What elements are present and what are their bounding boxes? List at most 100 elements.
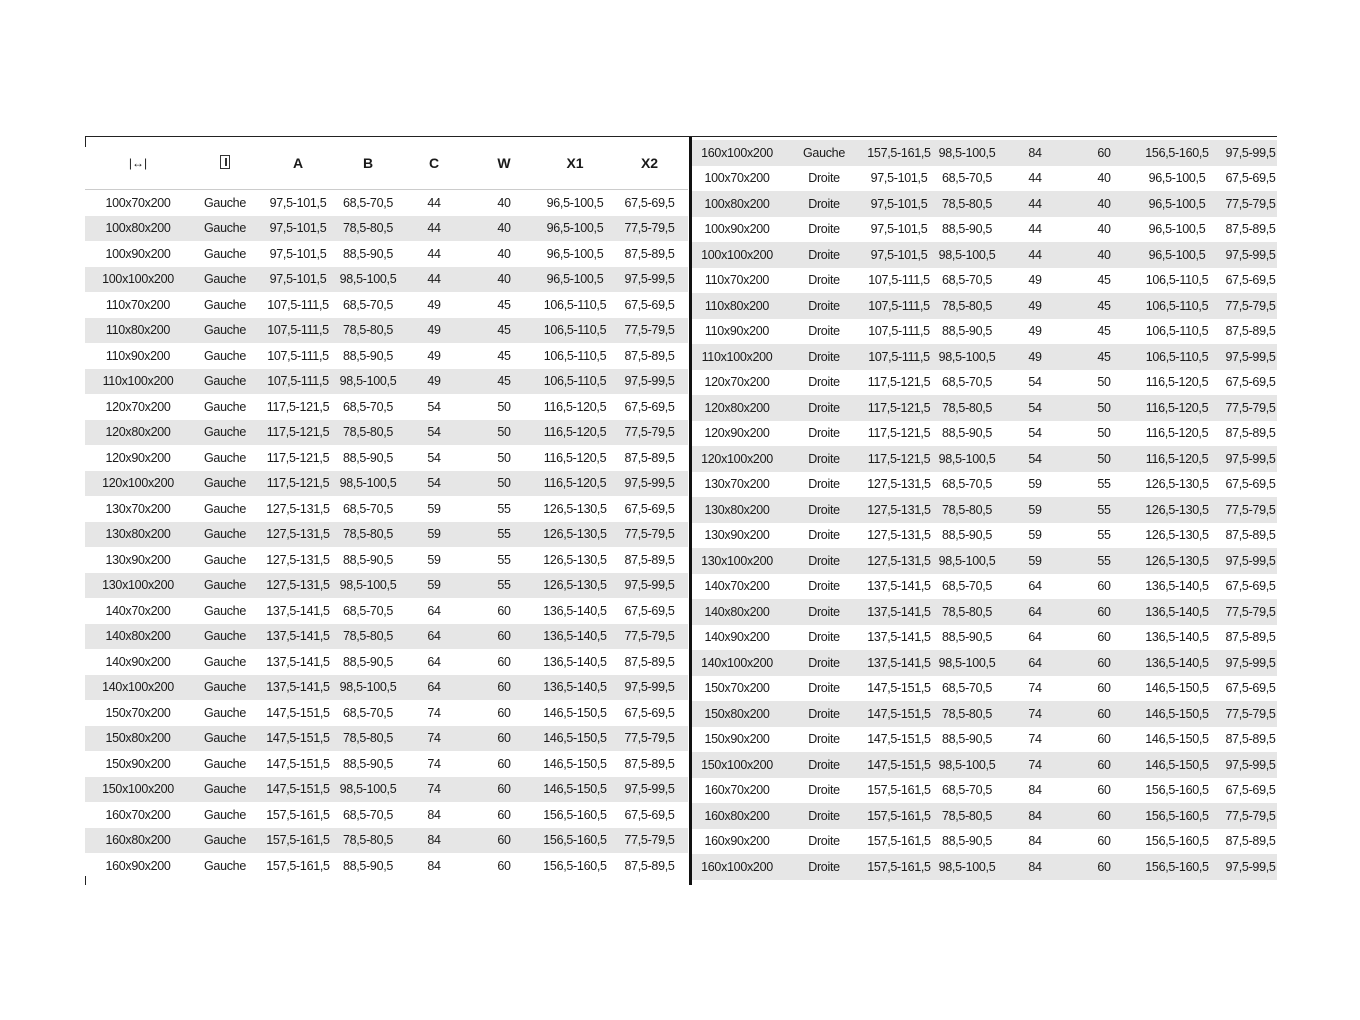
- table-cell: 140x90x200: [704, 630, 770, 645]
- table-cell: 60: [497, 680, 511, 695]
- table-cell: Gauche: [204, 272, 246, 287]
- table-cell: 110x70x200: [105, 297, 171, 312]
- table-cell: 130x80x200: [704, 502, 770, 517]
- table-cell: 96,5-100,5: [546, 195, 604, 210]
- table-cell: 98,5-100,5: [339, 782, 397, 797]
- table-cell: 117,5-121,5: [266, 476, 330, 491]
- table-cell: 127,5-131,5: [867, 528, 931, 543]
- table-cell: 60: [1097, 655, 1111, 670]
- table-cell: 100x80x200: [105, 221, 171, 236]
- table-cell: 160x70x200: [704, 783, 770, 798]
- table-cell: 55: [497, 527, 511, 542]
- table-cell: 97,5-99,5: [624, 680, 675, 695]
- table-cell: 98,5-100,5: [938, 349, 996, 364]
- width-arrows-icon: |↔|: [128, 156, 148, 170]
- table-cell: Gauche: [204, 195, 246, 210]
- table-cell: 120x70x200: [704, 375, 770, 390]
- table-cell: 160x80x200: [704, 808, 770, 823]
- table-cell: 40: [497, 272, 511, 287]
- table-cell: 147,5-151,5: [266, 782, 330, 797]
- table-row: 160x90x200 Gauche 157,5-161,5 88,5-90,5 84 60…: [85, 853, 688, 879]
- table-cell: 64: [1028, 655, 1042, 670]
- table-row: 110x70x200 Gauche 107,5-111,5 68,5-70,5 49 45…: [85, 292, 688, 318]
- table-cell: 98,5-100,5: [938, 451, 996, 466]
- table-cell: 88,5-90,5: [941, 426, 993, 441]
- table-cell: 147,5-151,5: [266, 756, 330, 771]
- table-row: 110x100x200 Droite 107,5-111,5 98,5-100,5 49…: [692, 344, 1277, 370]
- table-row: 100x80x200 Droite 97,5-101,5 78,5-80,5 44 40 9…: [692, 191, 1277, 217]
- table-cell: 147,5-151,5: [266, 705, 330, 720]
- table-cell: 110x80x200: [704, 298, 770, 313]
- table-cell: 88,5-90,5: [941, 834, 993, 849]
- table-cell: 67,5-69,5: [624, 399, 675, 414]
- table-cell: 54: [1028, 426, 1042, 441]
- table-cell: 157,5-161,5: [266, 833, 330, 848]
- table-cell: 44: [1028, 196, 1042, 211]
- table-cell: 55: [1097, 528, 1111, 543]
- table-cell: 77,5-79,5: [1225, 604, 1276, 619]
- table-cell: 78,5-80,5: [342, 221, 394, 236]
- table-row: 130x70x200 Droite 127,5-131,5 68,5-70,5 59 55…: [692, 472, 1277, 498]
- door-icon: [220, 154, 230, 169]
- table-cell: 87,5-89,5: [624, 552, 675, 567]
- table-cell: 127,5-131,5: [266, 527, 330, 542]
- table-cell: 137,5-141,5: [867, 655, 931, 670]
- table-cell: 116,5-120,5: [1145, 400, 1209, 415]
- table-cell: 40: [497, 221, 511, 236]
- table-cell: 78,5-80,5: [342, 527, 394, 542]
- table-cell: 45: [497, 374, 511, 389]
- table-cell: 87,5-89,5: [624, 348, 675, 363]
- table-cell: 84: [1028, 859, 1042, 874]
- table-cell: 117,5-121,5: [867, 375, 931, 390]
- table-cell: Droite: [808, 222, 840, 237]
- table-cell: 68,5-70,5: [941, 579, 993, 594]
- table-cell: 126,5-130,5: [543, 552, 607, 567]
- table-cell: 160x90x200: [105, 858, 171, 873]
- table-cell: 120x70x200: [105, 399, 171, 414]
- table-cell: Droite: [808, 732, 840, 747]
- table-cell: 98,5-100,5: [938, 655, 996, 670]
- table-row: 150x100x200 Droite 147,5-151,5 98,5-100,5 74…: [692, 752, 1277, 778]
- table-row: 100x80x200 Gauche 97,5-101,5 78,5-80,5 44 40 9…: [85, 215, 688, 241]
- table-cell: 55: [497, 578, 511, 593]
- table-cell: 98,5-100,5: [339, 578, 397, 593]
- table-cell: 146,5-150,5: [543, 731, 607, 746]
- table-cell: 60: [497, 629, 511, 644]
- table-cell: 97,5-101,5: [269, 195, 327, 210]
- header-w: W: [497, 155, 511, 171]
- table-cell: 130x100x200: [701, 553, 773, 568]
- table-cell: 60: [1097, 808, 1111, 823]
- table-cell: 68,5-70,5: [342, 807, 394, 822]
- table-cell: 77,5-79,5: [624, 527, 675, 542]
- table-cell: 78,5-80,5: [342, 833, 394, 848]
- table-cell: 98,5-100,5: [938, 859, 996, 874]
- table-cell: 160x70x200: [105, 807, 171, 822]
- table-cell: 77,5-79,5: [624, 323, 675, 338]
- table-cell: 117,5-121,5: [266, 399, 330, 414]
- table-cell: 64: [1028, 630, 1042, 645]
- table-cell: 45: [497, 348, 511, 363]
- table-row: 120x100x200 Droite 117,5-121,5 98,5-100,5 54…: [692, 446, 1277, 472]
- table-cell: Gauche: [204, 807, 246, 822]
- table-cell: 87,5-89,5: [1225, 222, 1276, 237]
- table-cell: Droite: [808, 604, 840, 619]
- table-cell: 84: [1028, 808, 1042, 823]
- table-cell: 84: [1028, 783, 1042, 798]
- table-cell: 59: [1028, 553, 1042, 568]
- door-icon-cell: [191, 154, 259, 172]
- table-cell: 150x80x200: [704, 706, 770, 721]
- table-cell: 88,5-90,5: [342, 654, 394, 669]
- table-cell: 44: [427, 272, 441, 287]
- table-row: 130x70x200 Gauche 127,5-131,5 68,5-70,5 59 55…: [85, 496, 688, 522]
- table-cell: 130x90x200: [704, 528, 770, 543]
- table-cell: 74: [1028, 681, 1042, 696]
- table-cell: 96,5-100,5: [546, 246, 604, 261]
- table-row: 100x100x200 Gauche 97,5-101,5 98,5-100,5 44 4…: [85, 266, 688, 292]
- table-top-border: [85, 136, 1277, 137]
- table-cell: 98,5-100,5: [938, 145, 996, 160]
- table-cell: 40: [1097, 171, 1111, 186]
- table-cell: 126,5-130,5: [1145, 553, 1209, 568]
- table-cell: 160x80x200: [105, 833, 171, 848]
- table-cell: 78,5-80,5: [342, 425, 394, 440]
- table-cell: 60: [1097, 757, 1111, 772]
